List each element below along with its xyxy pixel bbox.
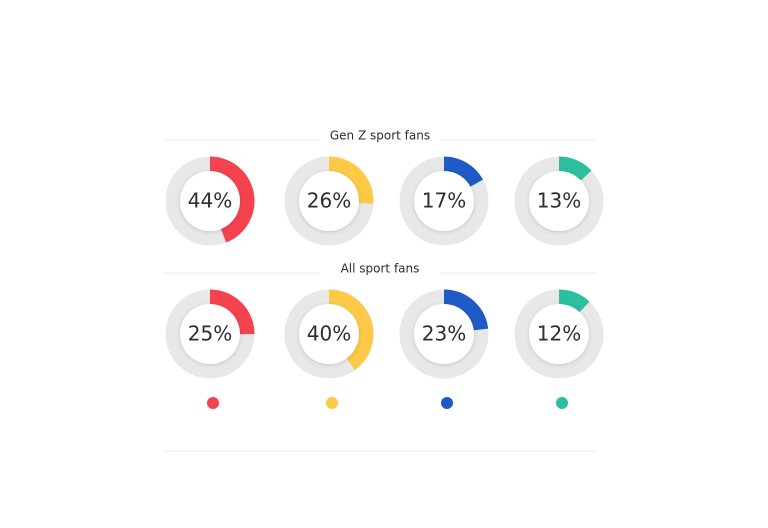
donut-arc (399, 156, 489, 246)
donut-arc (399, 289, 489, 379)
donut-center (529, 171, 589, 231)
donut-center (180, 171, 240, 231)
donut-arc (514, 289, 604, 379)
value-label: 12% (537, 322, 581, 346)
donut-arc (165, 156, 255, 246)
donut-arc (284, 156, 374, 246)
chart-title: Gen Z sport fans (330, 129, 430, 143)
donut-center (299, 304, 359, 364)
value-label: 40% (307, 322, 351, 346)
value-label: 44% (188, 189, 232, 213)
donut-center (180, 304, 240, 364)
chart-title: All sport fans (341, 262, 420, 276)
donut-center (414, 304, 474, 364)
donut-center (529, 304, 589, 364)
title-background (320, 260, 440, 278)
donut-center (414, 171, 474, 231)
value-label: 17% (422, 189, 466, 213)
donut-arc (284, 289, 374, 379)
legend-marker (556, 397, 568, 409)
donut-center (299, 171, 359, 231)
value-label: 13% (537, 189, 581, 213)
legend-marker (441, 397, 453, 409)
value-label: 26% (307, 189, 351, 213)
value-label: 23% (422, 322, 466, 346)
legend-marker (326, 397, 338, 409)
donut-arc (514, 156, 604, 246)
title-background (320, 127, 440, 145)
legend-marker (207, 397, 219, 409)
value-label: 25% (188, 322, 232, 346)
donut-arc (165, 289, 255, 379)
